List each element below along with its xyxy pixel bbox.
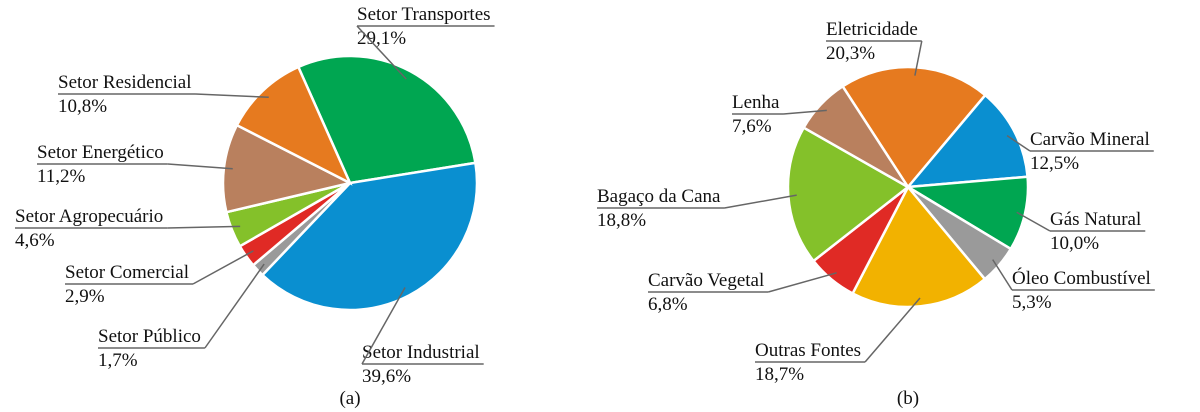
leader-line [864, 297, 921, 363]
leader-line [167, 225, 241, 229]
slice-value: 2,9% [65, 286, 105, 307]
leader-line [914, 40, 923, 76]
leader-line [192, 250, 254, 285]
leader-line [361, 287, 406, 365]
pie-slice [904, 175, 1030, 251]
slice-label: Setor Residencial [58, 72, 192, 93]
slice-label: Setor Comercial [65, 262, 189, 283]
slice-value: 29,1% [357, 28, 406, 49]
slice-label: Gás Natural [1050, 209, 1141, 230]
slice-value: 4,6% [15, 230, 55, 251]
slice-value: 1,7% [98, 350, 138, 371]
slice-value: 6,8% [648, 294, 688, 315]
leader-line [768, 272, 837, 293]
slice-value: 11,2% [37, 166, 86, 187]
leader-line [195, 93, 269, 99]
slice-value: 5,3% [1012, 292, 1052, 313]
leader-line [204, 263, 265, 349]
leader-line [1006, 134, 1031, 152]
leader-line [1016, 211, 1051, 232]
leader-line [724, 194, 797, 209]
pie-slice [260, 161, 479, 312]
slice-label: Outras Fontes [755, 340, 861, 361]
slice-value: 7,6% [732, 116, 772, 137]
leader-line [167, 163, 233, 170]
leader-line [356, 25, 407, 80]
slice-label: Setor Agropecuário [15, 206, 163, 227]
slice-value: 20,3% [826, 43, 875, 64]
pie-slice [905, 93, 1029, 189]
leader-line [992, 259, 1013, 291]
slice-value: 18,7% [755, 364, 804, 385]
slice-label: Lenha [732, 92, 780, 113]
pie-slice [850, 184, 987, 309]
leader-line [783, 109, 827, 115]
slice-value: 10,8% [58, 96, 107, 117]
slice-value: 10,0% [1050, 233, 1099, 254]
slice-label: Bagaço da Cana [597, 186, 721, 207]
slice-value: 18,8% [597, 210, 646, 231]
chart-caption: (b) [897, 388, 919, 409]
pie-slice [296, 54, 477, 185]
slice-label: Carvão Mineral [1030, 129, 1150, 150]
pie-slice [801, 84, 910, 189]
slice-label: Setor Industrial [362, 342, 480, 363]
slice-value: 39,6% [362, 366, 411, 387]
slice-value: 12,5% [1030, 153, 1079, 174]
chart-caption: (a) [339, 388, 360, 409]
slice-label: Eletricidade [826, 19, 918, 40]
pie-slice [840, 65, 988, 190]
slice-label: Setor Transportes [357, 4, 491, 25]
slice-label: Carvão Vegetal [648, 270, 764, 291]
slice-label: Óleo Combustível [1012, 267, 1151, 289]
pie-slice [235, 65, 353, 186]
pie-slice [786, 125, 911, 263]
slice-label: Setor Energético [37, 142, 164, 163]
slice-label: Setor Público [98, 326, 201, 347]
